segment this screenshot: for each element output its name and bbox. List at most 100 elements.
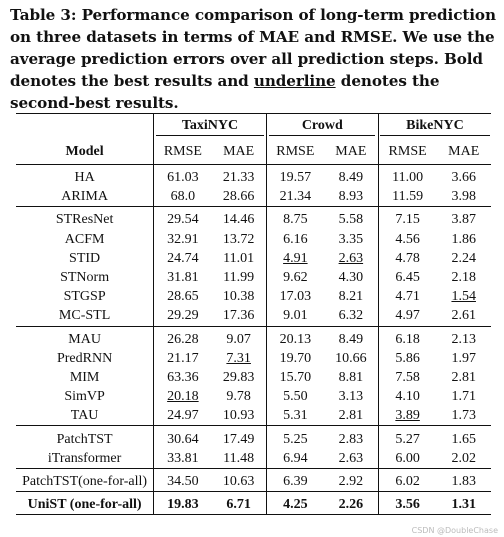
- value-text: 32.91: [167, 231, 199, 247]
- value-cell: 7.58: [378, 368, 436, 387]
- value-text: 4.30: [338, 270, 364, 286]
- value-cell: 6.32: [323, 306, 379, 326]
- value-cell: 68.0: [154, 187, 212, 207]
- value-cell: 3.66: [436, 164, 491, 188]
- value-cell: 61.03: [153, 164, 212, 188]
- results-table: TaxiNYC Crowd BikeNYC Model RMSE MAE RMS…: [16, 113, 491, 516]
- value-text: 20.18: [167, 389, 199, 405]
- table-row: MAU 26.28 9.07 20.13 8.49 6.18 2.13: [16, 325, 491, 349]
- value-cell: 5.27: [378, 425, 437, 449]
- table-row: PatchTST 30.64 17.49 5.25 2.83 5.27 1.65: [16, 425, 491, 449]
- value-text: 6.00: [395, 450, 420, 466]
- value-text: 2.18: [451, 270, 476, 286]
- value-cell: 6.00: [378, 449, 436, 469]
- value-text: 2.63: [338, 450, 364, 466]
- value-cell: 8.49: [323, 164, 379, 188]
- value-cell: 24.97: [154, 406, 212, 426]
- table-row: STID 24.74 11.01 4.91 2.63 4.78 2.24: [16, 248, 491, 268]
- value-cell: 32.91: [154, 230, 212, 249]
- value-cell: 19.57: [266, 164, 324, 188]
- value-text: 11.00: [392, 170, 424, 186]
- value-cell: 2.02: [436, 449, 491, 469]
- value-text: 5.25: [283, 431, 308, 447]
- value-text: 11.59: [392, 189, 424, 205]
- table-row: STNorm 31.81 11.99 9.62 4.30 6.45 2.18: [16, 267, 491, 288]
- value-cell: 7.15: [378, 206, 437, 230]
- value-text: 2.92: [338, 473, 364, 489]
- value-cell: 28.66: [211, 187, 267, 207]
- value-cell: 17.36: [211, 306, 267, 326]
- value-cell: 2.26: [323, 490, 379, 516]
- metric-header: MAE: [448, 143, 480, 159]
- value-text: 63.36: [167, 369, 199, 385]
- value-cell: 4.97: [378, 306, 436, 326]
- value-text: 4.78: [395, 250, 420, 266]
- dataset-header: Crowd: [269, 116, 376, 136]
- value-text: 2.02: [451, 450, 476, 466]
- value-cell: 1.65: [436, 425, 491, 449]
- value-text: 8.49: [338, 170, 364, 186]
- value-text: 7.15: [395, 212, 420, 228]
- value-text: 6.45: [395, 270, 420, 286]
- value-text: 2.24: [451, 250, 476, 266]
- value-cell: 2.61: [436, 306, 491, 326]
- value-cell: 2.81: [436, 368, 491, 387]
- value-text: 10.93: [222, 408, 255, 424]
- value-text: 9.78: [226, 389, 251, 405]
- value-cell: 28.65: [154, 287, 212, 306]
- value-text: 19.70: [279, 350, 312, 366]
- value-cell: 2.63: [323, 448, 379, 469]
- table-row: UniST (one-for-all) 19.83 6.71 4.25 2.26 3.56…: [16, 490, 491, 516]
- value-cell: 6.39: [266, 467, 324, 492]
- value-cell: 8.93: [323, 187, 379, 207]
- value-cell: 2.18: [436, 268, 491, 287]
- value-cell: 11.48: [211, 448, 267, 469]
- table-caption: Table 3: Performance comparison of long-…: [10, 4, 498, 114]
- value-cell: 11.99: [211, 267, 267, 288]
- value-text: 3.56: [395, 497, 420, 513]
- model-name-cell: STGSP: [16, 287, 155, 307]
- value-cell: 19.70: [266, 349, 324, 368]
- value-cell: 4.71: [378, 287, 436, 306]
- model-name-cell: PatchTST: [16, 425, 155, 449]
- value-text: 31.81: [167, 270, 199, 286]
- value-cell: 24.74: [154, 249, 212, 268]
- value-text: 8.81: [338, 369, 364, 385]
- value-text: 6.94: [283, 450, 308, 466]
- value-text: 6.32: [338, 308, 364, 324]
- value-text: 1.97: [451, 350, 476, 366]
- value-cell: 20.13: [266, 325, 324, 349]
- value-cell: 3.98: [436, 187, 491, 207]
- value-text: 4.71: [395, 289, 420, 305]
- value-cell: 11.01: [211, 248, 267, 268]
- model-name-cell: ARIMA: [16, 187, 155, 207]
- value-text: 2.83: [338, 431, 364, 447]
- value-text: 6.71: [226, 497, 251, 513]
- metric-header: MAE: [323, 138, 379, 165]
- value-cell: 29.83: [211, 367, 267, 388]
- value-cell: 26.28: [153, 325, 212, 349]
- value-cell: 17.49: [211, 425, 267, 449]
- caption-text-1: Table 3: Performance comparison of long-…: [10, 6, 496, 90]
- value-text: 17.36: [222, 308, 255, 324]
- model-name-cell: STResNet: [16, 206, 155, 230]
- value-cell: 11.59: [378, 187, 436, 207]
- value-text: 3.87: [451, 212, 476, 228]
- value-text: 9.01: [283, 308, 308, 324]
- model-header-spacer: [16, 113, 155, 138]
- value-text: 7.58: [395, 369, 420, 385]
- value-cell: 33.81: [154, 449, 212, 469]
- value-cell: 4.78: [378, 249, 436, 268]
- value-cell: 3.13: [323, 387, 379, 407]
- table-row: PredRNN 21.17 7.31 19.70 10.66 5.86 1.97: [16, 348, 491, 368]
- value-cell: 2.81: [323, 406, 379, 426]
- value-text: 1.71: [451, 389, 476, 405]
- value-text: 11.99: [223, 270, 255, 286]
- value-cell: 31.81: [154, 268, 212, 287]
- model-name-cell: ACFM: [16, 229, 155, 249]
- value-cell: 6.02: [378, 467, 437, 492]
- value-text: 8.49: [338, 331, 364, 347]
- value-text: 5.50: [283, 389, 308, 405]
- value-cell: 6.94: [266, 449, 324, 469]
- value-text: 26.28: [167, 331, 199, 347]
